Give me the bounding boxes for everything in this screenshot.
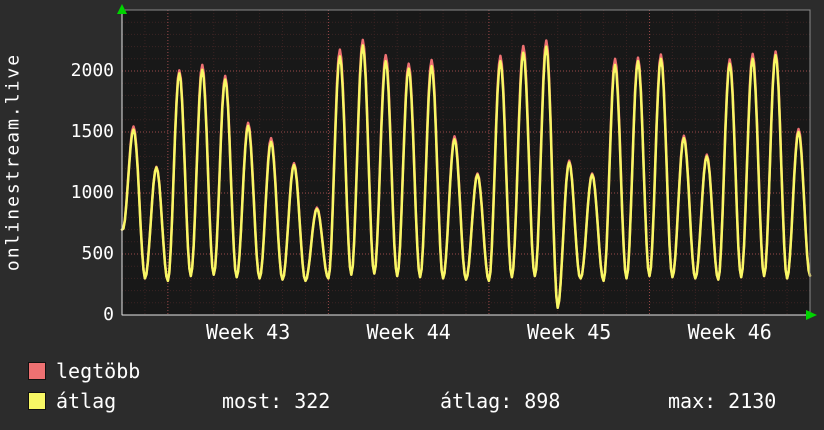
y-tick-label: 1500 <box>70 121 114 142</box>
stat-max: max: 2130 <box>668 390 776 412</box>
x-axis-arrow-icon <box>806 310 817 320</box>
legend-row-legtobb: legtöbb <box>28 360 140 382</box>
x-tick-label: Week 46 <box>687 320 772 344</box>
stat-most-value: 322 <box>294 389 331 413</box>
x-tick-label: Week 43 <box>205 320 291 344</box>
stat-max-label: max: <box>668 389 717 413</box>
y-axis-arrow-icon <box>117 4 127 14</box>
stat-atlag: átlag: 898 <box>440 390 560 412</box>
legend-label-legtobb: legtöbb <box>56 359 141 383</box>
y-tick-label: 1000 <box>70 182 114 203</box>
stat-most-label: most: <box>222 389 283 413</box>
y-tick-label: 500 <box>81 243 114 264</box>
x-tick-label: Week 45 <box>527 320 612 344</box>
legend-label-atlag: átlag <box>56 389 117 413</box>
legend-swatch-atlag <box>28 392 46 410</box>
y-tick-label: 2000 <box>70 60 114 81</box>
stat-max-value: 2130 <box>728 389 777 413</box>
stat-atlag-value: 898 <box>524 389 561 413</box>
stat-most: most: 322 <box>222 390 330 412</box>
legend-row-atlag: átlag <box>28 390 116 412</box>
x-tick-label: Week 44 <box>366 320 451 344</box>
legend-swatch-legtobb <box>28 362 46 380</box>
stat-atlag-label: átlag: <box>440 389 513 413</box>
y-tick-label: 0 <box>103 304 114 325</box>
